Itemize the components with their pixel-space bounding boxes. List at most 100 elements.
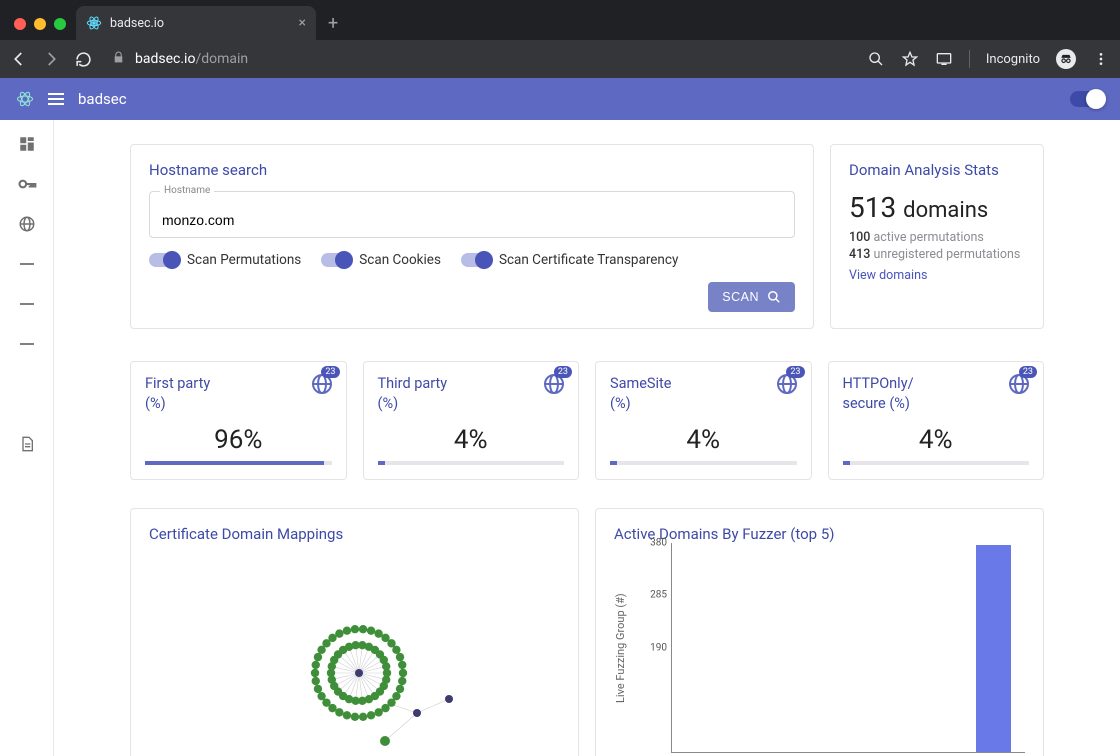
metrics-row: 23First party(%)96%23Third party(%)4%23S… — [130, 361, 1044, 480]
incognito-label: Incognito — [986, 52, 1040, 67]
search-icon — [767, 290, 781, 304]
badge-count: 23 — [786, 366, 804, 378]
app-title: badsec — [78, 90, 127, 108]
close-tab-icon[interactable]: × — [299, 15, 306, 31]
toggle-switch[interactable] — [321, 253, 351, 267]
metric-progress — [145, 461, 332, 465]
certificate-mappings-panel: Certificate Domain Mappings — [130, 508, 579, 756]
lock-icon — [112, 51, 125, 68]
metric-value: 4% — [378, 425, 565, 455]
unregistered-permutations: 413 unregistered permutations — [849, 247, 1025, 262]
domain-stats-card: Domain Analysis Stats 513 domains 100 ac… — [830, 144, 1044, 329]
metric-badge: 23 — [775, 372, 799, 400]
close-window-button[interactable] — [14, 18, 26, 30]
app-logo-icon — [16, 90, 34, 108]
input-label: Hostname — [160, 185, 214, 196]
sidebar-item-document[interactable] — [17, 434, 37, 454]
metric-badge: 23 — [542, 372, 566, 400]
network-graph — [149, 543, 560, 753]
metric-title: HTTPOnly/secure (%) — [843, 374, 1030, 415]
metric-card: 23HTTPOnly/secure (%) 4% — [828, 361, 1045, 480]
scan-button-label: SCAN — [722, 290, 759, 304]
reload-button[interactable] — [74, 50, 92, 68]
main-content: Hostname search Hostname Scan Permutatio… — [54, 120, 1120, 756]
search-card-title: Hostname search — [149, 161, 795, 179]
tab-title: badsec.io — [110, 16, 291, 31]
sidebar — [0, 120, 54, 756]
browser-chrome: badsec.io × + badsec.io/domain — [0, 0, 1120, 78]
toggle-switch[interactable] — [461, 253, 491, 267]
sidebar-item-dash-3[interactable] — [17, 334, 37, 354]
toolbar-divider — [969, 50, 970, 68]
toolbar: badsec.io/domain Incognito — [0, 40, 1120, 78]
fuzzer-bar-chart: Live Fuzzing Group (#) 380285190 — [614, 543, 1025, 753]
theme-toggle[interactable] — [1070, 91, 1104, 107]
metric-progress — [378, 461, 565, 465]
maximize-window-button[interactable] — [54, 18, 66, 30]
sidebar-item-dashboard[interactable] — [17, 134, 37, 154]
metric-badge: 23 — [310, 372, 334, 400]
scan-options: Scan Permutations Scan Cookies Scan Certif… — [149, 252, 795, 268]
sidebar-item-dash-2[interactable] — [17, 294, 37, 314]
window-controls — [10, 18, 76, 40]
scan-button[interactable]: SCAN — [708, 282, 795, 312]
menu-icon[interactable] — [1092, 50, 1110, 68]
scan-toggle[interactable]: Scan Certificate Transparency — [461, 252, 678, 268]
hostname-input-wrap: Hostname — [149, 191, 795, 238]
new-tab-button[interactable]: + — [316, 13, 350, 40]
metric-title: First party(%) — [145, 374, 332, 415]
toggle-label: Scan Permutations — [187, 252, 301, 268]
toggle-switch[interactable] — [149, 253, 179, 267]
y-tick: 190 — [650, 642, 667, 653]
app-header: badsec — [0, 78, 1120, 120]
view-domains-link[interactable]: View domains — [849, 268, 927, 283]
tab-strip: badsec.io × + — [0, 0, 1120, 40]
scan-toggle[interactable]: Scan Permutations — [149, 252, 301, 268]
incognito-icon[interactable] — [1056, 49, 1076, 69]
address-bar[interactable]: badsec.io/domain — [106, 51, 853, 68]
badge-count: 23 — [321, 366, 339, 378]
metric-title: SameSite(%) — [610, 374, 797, 415]
metric-card: 23Third party(%) 4% — [363, 361, 580, 480]
metric-progress — [610, 461, 797, 465]
metric-value: 4% — [843, 425, 1030, 455]
y-axis-label: Live Fuzzing Group (#) — [614, 543, 627, 753]
metric-value: 96% — [145, 425, 332, 455]
sidebar-item-dash-1[interactable] — [17, 254, 37, 274]
fuzzer-panel-title: Active Domains By Fuzzer (top 5) — [614, 525, 1025, 543]
active-permutations: 100 active permutations — [849, 230, 1025, 245]
y-tick: 380 — [650, 537, 667, 548]
sidebar-item-globe[interactable] — [17, 214, 37, 234]
menu-button[interactable] — [48, 93, 64, 105]
hostname-search-card: Hostname search Hostname Scan Permutatio… — [130, 144, 814, 329]
metric-value: 4% — [610, 425, 797, 455]
sidebar-item-keys[interactable] — [17, 174, 37, 194]
toggle-label: Scan Cookies — [359, 252, 441, 268]
bookmark-icon[interactable] — [901, 50, 919, 68]
cert-panel-title: Certificate Domain Mappings — [149, 525, 560, 543]
back-button[interactable] — [10, 50, 28, 68]
forward-button[interactable] — [42, 50, 60, 68]
browser-tab[interactable]: badsec.io × — [76, 6, 316, 40]
hostname-input[interactable] — [162, 212, 782, 228]
badge-count: 23 — [1019, 366, 1037, 378]
y-axis: 380285190 — [633, 543, 667, 753]
toolbar-right: Incognito — [867, 49, 1110, 69]
badge-count: 23 — [554, 366, 572, 378]
metric-progress — [843, 461, 1030, 465]
cast-icon[interactable] — [935, 50, 953, 68]
toggle-label: Scan Certificate Transparency — [499, 252, 678, 268]
react-icon — [86, 15, 102, 31]
metric-badge: 23 — [1007, 372, 1031, 400]
zoom-icon[interactable] — [867, 50, 885, 68]
metric-title: Third party(%) — [378, 374, 565, 415]
url-text: badsec.io/domain — [135, 51, 248, 67]
active-domains-panel: Active Domains By Fuzzer (top 5) Live Fu… — [595, 508, 1044, 756]
stats-title: Domain Analysis Stats — [849, 161, 1025, 179]
stats-headline: 513 domains — [849, 191, 1025, 224]
plot-area — [671, 543, 1025, 753]
minimize-window-button[interactable] — [34, 18, 46, 30]
y-tick: 285 — [650, 590, 667, 601]
scan-toggle[interactable]: Scan Cookies — [321, 252, 441, 268]
metric-card: 23SameSite(%) 4% — [595, 361, 812, 480]
